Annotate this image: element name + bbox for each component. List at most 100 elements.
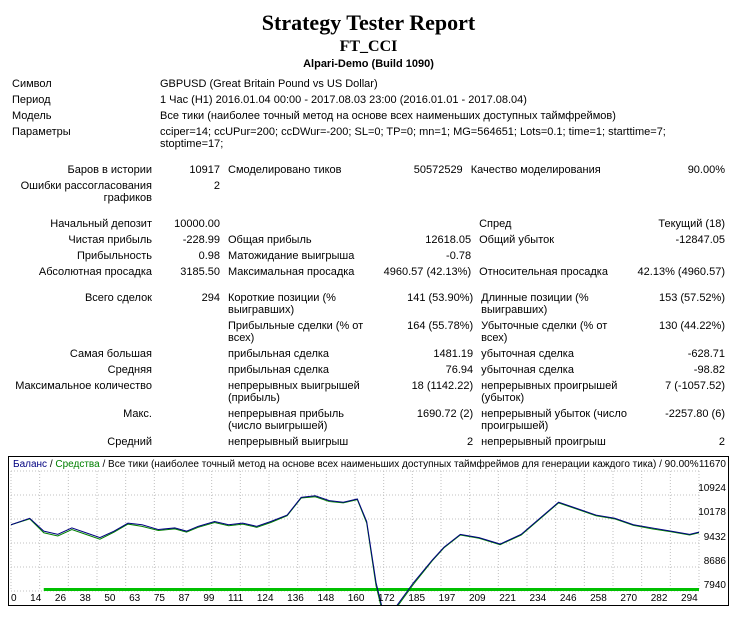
- param-label: Параметры: [8, 124, 156, 152]
- param-value: 1 Час (H1) 2016.01.04 00:00 - 2017.08.03…: [156, 92, 729, 108]
- stat-label: Средний: [8, 434, 156, 450]
- stat-label: Макс.: [8, 406, 156, 434]
- stat-value: [156, 362, 224, 378]
- params-table: СимволGBPUSD (Great Britain Pound vs US …: [8, 76, 729, 152]
- stat-value: 1481.19: [379, 346, 477, 362]
- y-tick-label: 10924: [698, 483, 726, 494]
- x-tick-label: 26: [55, 593, 66, 604]
- x-tick-label: 14: [30, 593, 41, 604]
- y-tick-label: 10178: [698, 507, 726, 518]
- stat-value: [156, 318, 224, 346]
- x-tick-label: 87: [179, 593, 190, 604]
- stat-label: непрерывная прибыль (число выигрышей): [224, 406, 379, 434]
- stat-value: 18 (1142.22): [379, 378, 477, 406]
- x-tick-label: 246: [560, 593, 577, 604]
- stat-value: 1690.72 (2): [379, 406, 477, 434]
- stat-value: -2257.80 (6): [631, 406, 729, 434]
- stat-label: Убыточные сделки (% от всех): [477, 318, 631, 346]
- stat-value: [631, 178, 729, 206]
- param-label: Символ: [8, 76, 156, 92]
- stat-value: 50572529: [369, 158, 467, 178]
- stat-label: Абсолютная просадка: [8, 264, 156, 280]
- x-tick-label: 38: [80, 593, 91, 604]
- stat-value: 294: [156, 286, 224, 318]
- stat-value: -0.78: [377, 248, 475, 264]
- stat-label: Средняя: [8, 362, 156, 378]
- stat-value: 10000.00: [156, 212, 224, 232]
- x-tick-label: 99: [203, 593, 214, 604]
- stat-label: [467, 178, 631, 206]
- stat-label: Общий убыток: [475, 232, 631, 248]
- stat-label: Всего сделок: [8, 286, 156, 318]
- param-label: Период: [8, 92, 156, 108]
- x-tick-label: 160: [348, 593, 365, 604]
- stat-label: убыточная сделка: [477, 362, 631, 378]
- x-tick-label: 111: [228, 593, 243, 604]
- x-tick-label: 63: [129, 593, 140, 604]
- stat-label: [224, 212, 377, 232]
- strategy-name: FT_CCI: [8, 38, 729, 56]
- x-tick-label: 258: [590, 593, 607, 604]
- stat-value: 42.13% (4960.57): [631, 264, 729, 280]
- stat-label: [224, 178, 369, 206]
- stat-label: Прибыльные сделки (% от всех): [224, 318, 379, 346]
- x-tick-label: 270: [620, 593, 637, 604]
- x-tick-label: 75: [154, 593, 165, 604]
- x-tick-label: 185: [408, 593, 425, 604]
- x-axis-labels: 0142638506375879911112413614816017218519…: [11, 593, 698, 604]
- stat-value: 141 (53.90%): [379, 286, 477, 318]
- param-value: GBPUSD (Great Britain Pound vs US Dollar…: [156, 76, 729, 92]
- stat-value: 164 (55.78%): [379, 318, 477, 346]
- report-header: Strategy Tester Report FT_CCI Alpari-Dem…: [8, 10, 729, 70]
- stat-label: [8, 318, 156, 346]
- stats-table-2: Начальный депозит10000.00СпредТекущий (1…: [8, 212, 729, 280]
- stat-value: 130 (44.22%): [631, 318, 729, 346]
- x-tick-label: 148: [317, 593, 334, 604]
- stat-value: 12618.05: [377, 232, 475, 248]
- y-axis-labels: 116701092410178943286867940: [698, 459, 726, 591]
- stat-value: [369, 178, 467, 206]
- report-title: Strategy Tester Report: [8, 10, 729, 36]
- stat-label: Матожидание выигрыша: [224, 248, 377, 264]
- server-label: Alpari-Demo (Build 1090): [8, 58, 729, 70]
- stat-value: [631, 248, 729, 264]
- param-value: cciper=14; ccUPur=200; ccDWur=-200; SL=0…: [156, 124, 729, 152]
- param-value: Все тики (наиболее точный метод на основ…: [156, 108, 729, 124]
- x-tick-label: 234: [530, 593, 547, 604]
- y-tick-label: 11670: [698, 459, 726, 470]
- stat-label: непрерывных выигрышей (прибыль): [224, 378, 379, 406]
- stat-label: Ошибки рассогласования графиков: [8, 178, 156, 206]
- stat-value: 153 (57.52%): [631, 286, 729, 318]
- stat-value: Текущий (18): [631, 212, 729, 232]
- stat-label: Максимальное количество: [8, 378, 156, 406]
- stats-table-3: Всего сделок294Короткие позиции (% выигр…: [8, 286, 729, 450]
- param-label: Модель: [8, 108, 156, 124]
- stat-value: 90.00%: [631, 158, 729, 178]
- y-tick-label: 9432: [698, 532, 726, 543]
- x-tick-label: 136: [287, 593, 304, 604]
- stat-label: [475, 248, 631, 264]
- stat-label: Прибыльность: [8, 248, 156, 264]
- stat-label: Смоделировано тиков: [224, 158, 369, 178]
- x-tick-label: 0: [11, 593, 17, 604]
- stat-label: непрерывный проигрыш: [477, 434, 631, 450]
- y-tick-label: 8686: [698, 556, 726, 567]
- x-tick-label: 209: [469, 593, 486, 604]
- stat-value: [156, 346, 224, 362]
- x-tick-label: 124: [257, 593, 274, 604]
- x-tick-label: 172: [378, 593, 395, 604]
- stat-value: -98.82: [631, 362, 729, 378]
- stat-label: Чистая прибыль: [8, 232, 156, 248]
- stat-label: Самая большая: [8, 346, 156, 362]
- stat-label: Длинные позиции (% выигравших): [477, 286, 631, 318]
- balance-chart: Баланс / Средства / Все тики (наиболее т…: [8, 456, 729, 606]
- stat-label: Короткие позиции (% выигравших): [224, 286, 379, 318]
- stat-label: убыточная сделка: [477, 346, 631, 362]
- stat-label: непрерывных проигрышей (убыток): [477, 378, 631, 406]
- stat-value: 76.94: [379, 362, 477, 378]
- stat-label: Качество моделирования: [467, 158, 631, 178]
- stat-label: прибыльная сделка: [224, 346, 379, 362]
- x-tick-label: 221: [499, 593, 516, 604]
- stat-value: [156, 378, 224, 406]
- stats-table-1: Баров в истории10917Смоделировано тиков5…: [8, 158, 729, 206]
